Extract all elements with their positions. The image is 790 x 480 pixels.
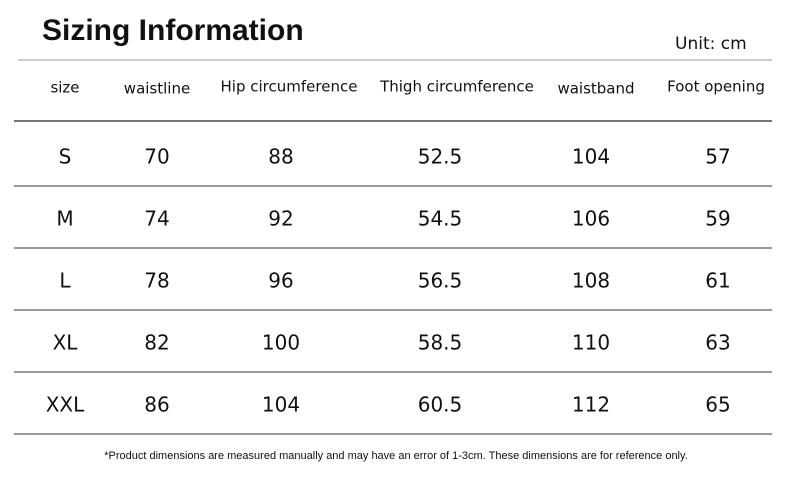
column-header: waistline xyxy=(124,80,190,98)
footnote: *Product dimensions are measured manuall… xyxy=(104,450,688,462)
unit: Unit: cm xyxy=(675,34,747,54)
table-cell: L xyxy=(59,269,71,293)
title: Sizing Information xyxy=(42,14,304,47)
table-cell: 56.5 xyxy=(418,269,463,293)
table-cell: 61 xyxy=(705,269,730,293)
table-cell: 88 xyxy=(268,145,293,169)
column-header: waistband xyxy=(557,80,634,98)
table-cell: XXL xyxy=(46,393,85,417)
table-cell: XL xyxy=(53,331,79,355)
table-cell: 54.5 xyxy=(418,207,463,231)
table-cell: 108 xyxy=(572,269,610,293)
table-cell: 70 xyxy=(144,145,169,169)
table-cell: 100 xyxy=(262,331,300,355)
table-cell: 96 xyxy=(268,269,293,293)
table-cell: 110 xyxy=(572,331,610,355)
column-header: size xyxy=(50,79,79,97)
table-cell: 82 xyxy=(144,331,169,355)
table-cell: 65 xyxy=(705,393,730,417)
table-cell: 112 xyxy=(572,393,610,417)
table-cell: 92 xyxy=(268,207,293,231)
column-header: Thigh circumference xyxy=(379,78,534,96)
table-cell: S xyxy=(59,145,72,169)
table-cell: 59 xyxy=(705,207,730,231)
table-cell: 63 xyxy=(705,331,730,355)
table-cell: 104 xyxy=(572,145,610,169)
table-cell: 86 xyxy=(144,393,169,417)
column-header: Foot opening xyxy=(667,78,765,96)
table-cell: 58.5 xyxy=(418,331,463,355)
table-cell: 78 xyxy=(144,269,169,293)
table-cell: M xyxy=(56,207,73,231)
table-cell: 52.5 xyxy=(418,145,463,169)
table-cell: 57 xyxy=(705,145,730,169)
table-cell: 106 xyxy=(572,207,610,231)
table-cell: 60.5 xyxy=(418,393,463,417)
column-header: Hip circumference xyxy=(221,78,358,96)
table-cell: 74 xyxy=(144,207,169,231)
table-cell: 104 xyxy=(262,393,300,417)
